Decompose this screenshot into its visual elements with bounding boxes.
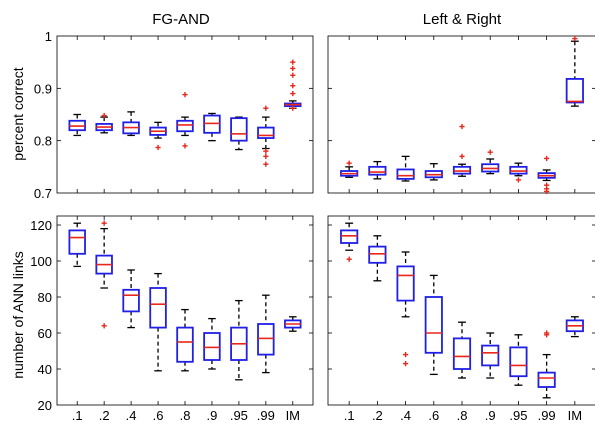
- x-tick-label: .8: [180, 408, 191, 423]
- box-p6: [424, 274, 443, 376]
- x-tick-label: .4: [126, 408, 137, 423]
- box-p4: [396, 155, 415, 182]
- box-p95: [509, 162, 528, 183]
- iqr-box: [396, 168, 415, 180]
- box-IM: [284, 59, 302, 111]
- panel-left-right-links: .1 .2 .4 .6 .8 .9 .95 .99 IM: [327, 215, 595, 423]
- box-p99: [257, 105, 275, 167]
- box-p2: [95, 220, 113, 329]
- y-axis-label-ann-links: number of ANN links: [10, 251, 26, 379]
- plot-frame: [56, 35, 314, 194]
- panel-fg-and-links: 20 40 60 80 100 120 .1 .2 .4 .6 .8 .9 .95 .99 IM: [30, 215, 314, 423]
- y-tick-label: 0.7: [34, 186, 52, 201]
- y-tick-label: 120: [30, 218, 52, 233]
- box-p8: [176, 92, 194, 149]
- x-tick-label: .1: [72, 408, 83, 423]
- box-p6: [149, 121, 167, 151]
- box-p9: [481, 332, 500, 379]
- x-tick-label: .6: [153, 408, 164, 423]
- iqr-box: [340, 229, 359, 244]
- box-p9: [203, 112, 221, 142]
- box-IM: [565, 316, 584, 338]
- iqr-box: [396, 265, 415, 302]
- x-tick-label: .2: [372, 408, 383, 423]
- box-p95: [509, 334, 528, 386]
- box-p9: [203, 317, 221, 370]
- iqr-box: [149, 287, 167, 329]
- y-tick-label: 0.8: [34, 134, 52, 149]
- iqr-box: [452, 337, 472, 370]
- panel-title-fg-and: FG-AND: [152, 11, 210, 28]
- box-p1: [68, 222, 86, 268]
- iqr-box: [257, 323, 275, 356]
- x-tick-label: .95: [230, 408, 248, 423]
- iqr-box: [481, 344, 500, 367]
- panel-left-right-accuracy: [327, 35, 595, 195]
- y-tick-label: 1: [45, 29, 52, 44]
- box-p99: [537, 155, 556, 195]
- box-p95: [230, 299, 248, 381]
- iqr-box: [230, 117, 248, 142]
- box-p2: [368, 160, 387, 180]
- x-tick-label: IM: [286, 408, 300, 423]
- iqr-box: [68, 229, 86, 255]
- iqr-box: [368, 165, 387, 176]
- box-p6: [149, 272, 167, 372]
- x-tick-label: .4: [400, 408, 411, 423]
- box-p4: [122, 111, 140, 137]
- plot-frame: [327, 35, 595, 194]
- iqr-box: [368, 245, 387, 264]
- panel-title-left-right: Left & Right: [423, 11, 502, 28]
- box-p8: [452, 321, 472, 379]
- y-tick-label: 60: [38, 326, 52, 341]
- box-p4: [122, 269, 140, 329]
- y-tick-label: 0.9: [34, 81, 52, 96]
- x-tick-label: IM: [568, 408, 582, 423]
- iqr-box: [565, 78, 584, 104]
- x-tick-label: .9: [207, 408, 218, 423]
- y-tick-label: 40: [38, 362, 52, 377]
- box-p8: [176, 308, 194, 372]
- box-p1: [340, 160, 359, 178]
- x-tick-label: .2: [99, 408, 110, 423]
- box-p95: [230, 116, 248, 151]
- y-axis-label-percent-correct: percent correct: [10, 67, 26, 160]
- box-p2: [368, 235, 387, 282]
- y-tick-label: 80: [38, 290, 52, 305]
- panel-fg-and-accuracy: 0.7 0.8 0.9 1: [34, 29, 314, 201]
- y-tick-label: 100: [30, 254, 52, 269]
- x-tick-label: .99: [538, 408, 556, 423]
- iqr-box: [537, 371, 556, 388]
- iqr-box: [424, 296, 443, 354]
- x-tick-label: .99: [257, 408, 275, 423]
- iqr-box: [176, 326, 194, 363]
- box-p99: [257, 294, 275, 374]
- iqr-box: [122, 288, 140, 313]
- box-p9: [481, 149, 500, 175]
- iqr-box: [176, 119, 194, 133]
- y-tick-label: 20: [38, 398, 52, 413]
- box-p1: [68, 113, 86, 137]
- box-IM: [284, 316, 302, 332]
- x-tick-label: .95: [509, 408, 527, 423]
- x-tick-label: .6: [428, 408, 439, 423]
- box-p4: [396, 251, 415, 367]
- x-tick-label: .8: [457, 408, 468, 423]
- box-p2: [95, 112, 113, 134]
- box-p1: [340, 222, 359, 262]
- iqr-box: [203, 332, 221, 361]
- iqr-box: [257, 126, 275, 139]
- box-p8: [452, 123, 472, 177]
- x-tick-label: .9: [485, 408, 496, 423]
- box-IM: [565, 36, 584, 107]
- box-p6: [424, 163, 443, 181]
- x-tick-label: .1: [344, 408, 355, 423]
- iqr-box: [509, 346, 528, 378]
- box-p99: [537, 330, 556, 399]
- panels-layer: 0.70.80.9120406080100120.1.2.4.6.8.9.95.…: [30, 29, 595, 423]
